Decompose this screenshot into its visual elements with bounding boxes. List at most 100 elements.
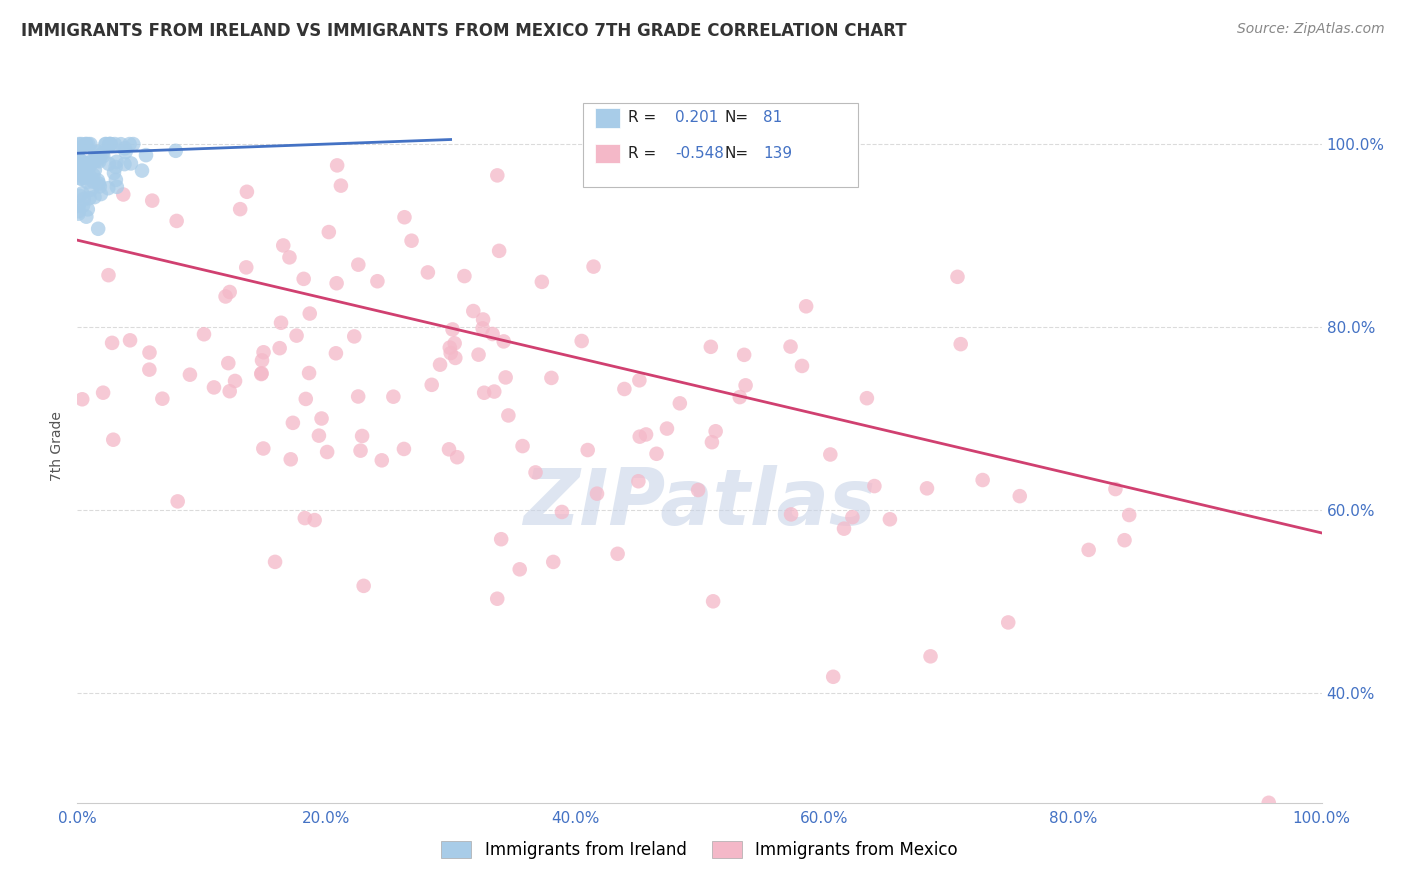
- Point: [704, 424, 727, 438]
- Point: [69, 188, 91, 202]
- Point: [98, 137, 121, 152]
- Point: [80, 183, 103, 197]
- Point: [429, 358, 451, 372]
- Point: [73, 168, 96, 182]
- Point: [820, 448, 842, 462]
- Point: [87, 177, 110, 191]
- Point: [278, 251, 301, 265]
- Point: [72, 199, 94, 213]
- Point: [780, 508, 803, 522]
- Point: [75, 210, 97, 224]
- Point: [69, 153, 91, 168]
- Point: [97, 268, 120, 282]
- Point: [401, 234, 423, 248]
- Point: [94, 137, 117, 152]
- Point: [89, 179, 111, 194]
- Point: [270, 316, 292, 330]
- Point: [841, 510, 863, 524]
- Point: [72, 186, 94, 201]
- Point: [281, 416, 304, 430]
- Point: [645, 447, 668, 461]
- Point: [582, 260, 605, 274]
- Point: [576, 443, 599, 458]
- Point: [486, 591, 509, 606]
- Point: [489, 532, 512, 546]
- Point: [79, 191, 101, 205]
- Point: [87, 221, 110, 235]
- Point: [294, 392, 316, 406]
- Point: [329, 178, 352, 193]
- Point: [349, 443, 371, 458]
- Point: [920, 649, 942, 664]
- Point: [863, 479, 886, 493]
- Text: N=: N=: [724, 111, 748, 125]
- Point: [700, 340, 723, 354]
- Point: [70, 171, 93, 186]
- Point: [70, 153, 93, 168]
- Point: [91, 146, 114, 161]
- Point: [325, 277, 347, 291]
- Point: [165, 144, 187, 158]
- Point: [292, 272, 315, 286]
- Point: [420, 377, 443, 392]
- Point: [224, 374, 246, 388]
- Point: [131, 163, 153, 178]
- Point: [627, 474, 650, 488]
- Point: [347, 258, 370, 272]
- Point: [114, 157, 136, 171]
- Point: [382, 390, 405, 404]
- Y-axis label: 7th Grade: 7th Grade: [51, 411, 65, 481]
- Point: [69, 143, 91, 157]
- Point: [77, 157, 100, 171]
- Point: [166, 214, 188, 228]
- Point: [86, 152, 108, 166]
- Point: [325, 346, 347, 360]
- Point: [90, 187, 112, 202]
- Point: [91, 149, 114, 163]
- Point: [67, 140, 90, 154]
- Point: [352, 429, 374, 443]
- Point: [472, 312, 495, 326]
- Point: [94, 137, 117, 152]
- Point: [83, 154, 105, 169]
- Point: [75, 137, 97, 152]
- Point: [264, 555, 287, 569]
- Point: [472, 385, 495, 400]
- Point: [112, 187, 135, 202]
- Point: [67, 169, 90, 183]
- Point: [586, 486, 609, 500]
- Point: [512, 439, 534, 453]
- Text: -0.548: -0.548: [675, 146, 724, 161]
- Point: [443, 336, 465, 351]
- Point: [879, 512, 901, 526]
- Point: [492, 334, 515, 349]
- Point: [972, 473, 994, 487]
- Point: [444, 351, 467, 365]
- Point: [394, 211, 416, 225]
- Point: [70, 392, 93, 407]
- Legend: Immigrants from Ireland, Immigrants from Mexico: Immigrants from Ireland, Immigrants from…: [434, 834, 965, 866]
- Text: ZIPatlas: ZIPatlas: [523, 465, 876, 541]
- Point: [218, 384, 240, 399]
- Point: [110, 137, 132, 152]
- Point: [1114, 533, 1136, 548]
- Point: [733, 348, 755, 362]
- Point: [138, 362, 160, 376]
- Point: [67, 199, 90, 213]
- Point: [250, 367, 273, 381]
- Point: [83, 163, 105, 178]
- Point: [688, 483, 710, 497]
- Point: [304, 513, 326, 527]
- Point: [86, 153, 108, 168]
- Point: [79, 137, 101, 152]
- Point: [97, 181, 120, 195]
- Point: [441, 322, 464, 336]
- Point: [104, 160, 127, 174]
- Point: [252, 442, 274, 456]
- Point: [193, 327, 215, 342]
- Point: [89, 149, 111, 163]
- Point: [700, 435, 723, 450]
- Point: [347, 390, 370, 404]
- Point: [541, 555, 564, 569]
- Point: [67, 204, 90, 219]
